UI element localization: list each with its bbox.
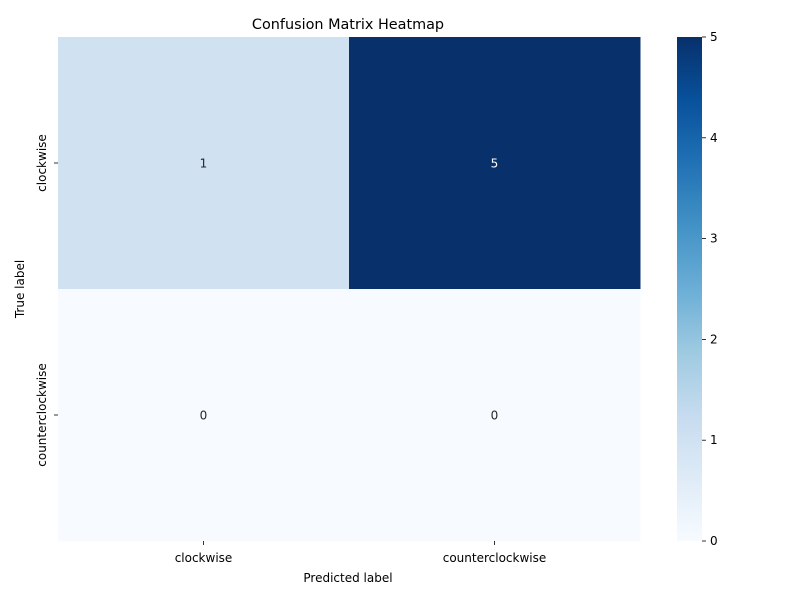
chart-title: Confusion Matrix Heatmap xyxy=(252,17,444,33)
heatmap-cell-0-1 xyxy=(349,37,641,290)
y-axis-title: True label xyxy=(13,260,27,319)
y-tick-label-1: counterclockwise xyxy=(35,363,49,467)
heatmap-cell-1-1 xyxy=(349,289,641,542)
colorbar-tick-label-4: 4 xyxy=(710,131,718,145)
heatmap-cell-1-0 xyxy=(58,289,350,542)
heatmap-cell-labels: 1 50 0 xyxy=(200,157,499,423)
colorbar-tick-label-3: 3 xyxy=(710,232,718,246)
x-axis-title: Predicted label xyxy=(303,571,392,585)
cell-value-label-1-1: 0 xyxy=(491,409,499,423)
cell-value-label-0-0: 1 xyxy=(200,157,208,171)
colorbar-tick-label-2: 2 xyxy=(710,332,718,346)
x-tick-label-0: clockwise xyxy=(175,551,233,565)
heatmap-cell-0-0 xyxy=(58,37,350,290)
heatmap-cells xyxy=(58,37,641,542)
cell-value-label-0-1: 5 xyxy=(491,157,499,171)
x-tick-label-1: counterclockwise xyxy=(443,551,547,565)
colorbar-tick-label-5: 5 xyxy=(710,30,718,44)
y-axis: clockwise counterclockwise xyxy=(35,134,58,467)
colorbar-tick-label-0: 0 xyxy=(710,534,718,548)
colorbar-tick-label-1: 1 xyxy=(710,433,718,447)
colorbar-ticks: 0 1 2 3 4 5 xyxy=(702,30,718,548)
cell-value-label-1-0: 0 xyxy=(200,409,208,423)
x-axis: clockwise counterclockwise xyxy=(175,541,547,565)
y-tick-label-0: clockwise xyxy=(35,134,49,192)
colorbar xyxy=(677,37,702,541)
